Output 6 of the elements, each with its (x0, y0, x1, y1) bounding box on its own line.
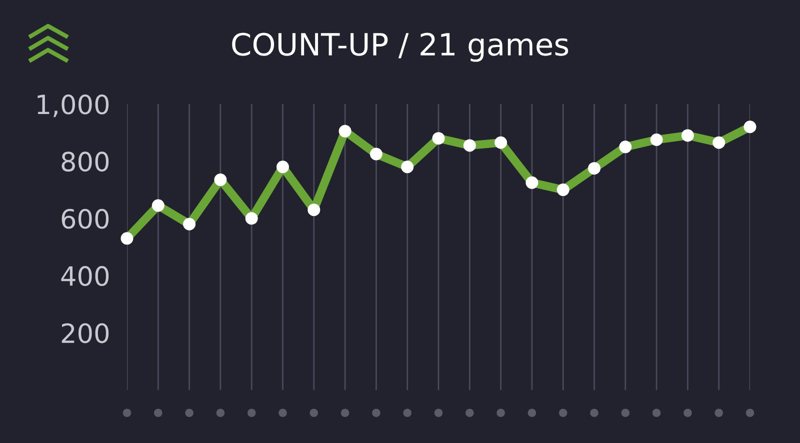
y-tick-label: 1,000 (38, 94, 109, 118)
y-tick-label: 600 (62, 208, 109, 229)
chart-title: COUNT-UP / 21 games (232, 32, 568, 62)
y-tick-label: 800 (62, 152, 109, 172)
y-tick-label: 200 (62, 323, 109, 344)
y-tick-label: 400 (61, 266, 109, 286)
